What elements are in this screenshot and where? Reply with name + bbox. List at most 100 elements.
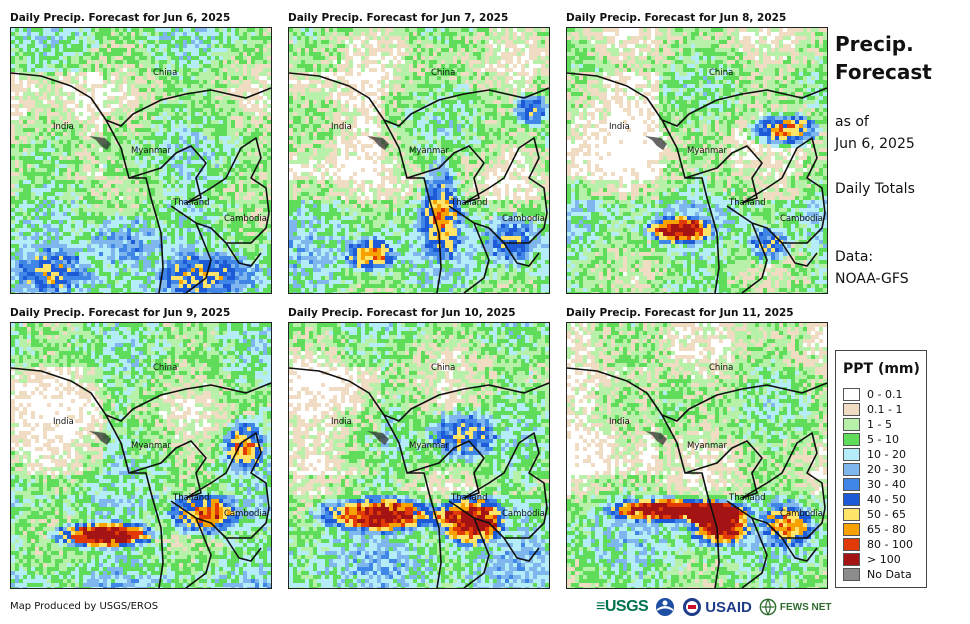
precip-raster bbox=[11, 28, 271, 293]
legend-item: 50 - 65 bbox=[843, 507, 906, 521]
forecast-panel-jun11: Daily Precip. Forecast for Jun 11, 2025 … bbox=[566, 307, 828, 595]
precip-map: China India Myanmar Thailand Cambodia bbox=[288, 27, 550, 294]
country-border bbox=[781, 242, 818, 267]
country-label: Cambodia bbox=[502, 214, 545, 224]
globe-icon bbox=[759, 598, 777, 616]
legend-swatch bbox=[843, 417, 860, 431]
country-border bbox=[781, 537, 818, 562]
country-label: Thailand bbox=[729, 198, 766, 208]
country-border bbox=[11, 72, 271, 127]
country-label: Cambodia bbox=[502, 509, 545, 519]
panel-title: Daily Precip. Forecast for Jun 11, 2025 bbox=[566, 307, 794, 319]
country-label: Cambodia bbox=[780, 214, 823, 224]
legend-item: 20 - 30 bbox=[843, 462, 906, 476]
country-label: India bbox=[331, 122, 352, 132]
country-border bbox=[105, 414, 164, 588]
delta-coastline bbox=[367, 136, 389, 150]
delta-coastline bbox=[645, 136, 667, 150]
country-label: Cambodia bbox=[224, 214, 267, 224]
panel-title: Daily Precip. Forecast for Jun 9, 2025 bbox=[10, 307, 231, 319]
precip-raster bbox=[289, 323, 549, 588]
legend-item: 65 - 80 bbox=[843, 522, 906, 536]
country-label: Myanmar bbox=[131, 146, 171, 156]
forecast-panel-jun10: Daily Precip. Forecast for Jun 10, 2025 … bbox=[288, 307, 550, 595]
precip-map: China India Myanmar Thailand Cambodia bbox=[10, 27, 272, 294]
country-label: Myanmar bbox=[409, 441, 449, 451]
legend-label: 10 - 20 bbox=[867, 447, 906, 461]
panel-title: Daily Precip. Forecast for Jun 8, 2025 bbox=[566, 12, 787, 24]
precip-raster bbox=[567, 28, 827, 293]
fewsnet-logo: FEWS NET bbox=[759, 598, 832, 616]
legend-swatch bbox=[843, 522, 860, 536]
legend-swatch bbox=[843, 537, 860, 551]
legend-swatch bbox=[843, 567, 860, 581]
asof-line1: as of bbox=[835, 114, 869, 130]
country-label: Thailand bbox=[729, 493, 766, 503]
legend-label: 65 - 80 bbox=[867, 522, 906, 536]
usgs-logo-text: ≡USGS bbox=[596, 598, 649, 615]
legend-label: 80 - 100 bbox=[867, 537, 913, 551]
source-line2: NOAA-GFS bbox=[835, 271, 909, 287]
country-border bbox=[289, 72, 549, 127]
noaa-logo bbox=[655, 597, 675, 617]
asof-line2: Jun 6, 2025 bbox=[835, 136, 915, 152]
country-border bbox=[185, 137, 270, 214]
country-border bbox=[185, 222, 212, 293]
legend-label: 20 - 30 bbox=[867, 462, 906, 476]
legend-swatch bbox=[843, 402, 860, 416]
legend-label: > 100 bbox=[867, 552, 901, 566]
country-border bbox=[105, 119, 164, 293]
period-text: Daily Totals bbox=[835, 181, 915, 197]
legend-item: 40 - 50 bbox=[843, 492, 906, 506]
country-border bbox=[503, 537, 540, 562]
forecast-panel-jun6: Daily Precip. Forecast for Jun 6, 2025 C… bbox=[10, 12, 272, 300]
country-border bbox=[383, 119, 442, 293]
country-border bbox=[567, 367, 827, 422]
legend-swatch bbox=[843, 477, 860, 491]
country-border bbox=[185, 432, 270, 509]
country-label: Myanmar bbox=[131, 441, 171, 451]
country-label: India bbox=[609, 417, 630, 427]
precip-map: China India Myanmar Thailand Cambodia bbox=[10, 322, 272, 589]
country-border bbox=[225, 537, 262, 562]
legend-swatch bbox=[843, 492, 860, 506]
legend-item: 0 - 0.1 bbox=[843, 387, 902, 401]
usgs-logo: ≡USGS bbox=[596, 598, 649, 616]
usaid-logo-text: USAID bbox=[705, 598, 752, 616]
precip-map: China India Myanmar Thailand Cambodia bbox=[566, 322, 828, 589]
country-label: Myanmar bbox=[687, 441, 727, 451]
country-border bbox=[741, 137, 826, 214]
usaid-logo: USAID bbox=[682, 597, 752, 617]
country-label: Thailand bbox=[451, 198, 488, 208]
asof-text: as of Jun 6, 2025 bbox=[835, 111, 915, 155]
legend-swatch bbox=[843, 432, 860, 446]
country-label: Thailand bbox=[173, 198, 210, 208]
panel-title: Daily Precip. Forecast for Jun 6, 2025 bbox=[10, 12, 231, 24]
country-label: Thailand bbox=[451, 493, 488, 503]
legend-item: 1 - 5 bbox=[843, 417, 892, 431]
legend-swatch bbox=[843, 447, 860, 461]
country-label: China bbox=[709, 363, 734, 373]
legend-swatch bbox=[843, 387, 860, 401]
source-line1: Data: bbox=[835, 249, 874, 265]
country-border bbox=[503, 242, 540, 267]
legend-item: 0.1 - 1 bbox=[843, 402, 902, 416]
forecast-panel-jun9: Daily Precip. Forecast for Jun 9, 2025 C… bbox=[10, 307, 272, 595]
country-label: India bbox=[609, 122, 630, 132]
delta-coastline bbox=[645, 431, 667, 445]
country-border bbox=[225, 242, 262, 267]
country-border bbox=[741, 432, 826, 509]
country-border bbox=[463, 432, 548, 509]
legend-label: No Data bbox=[867, 567, 912, 581]
legend-title: PPT (mm) bbox=[843, 361, 920, 377]
legend-label: 5 - 10 bbox=[867, 432, 899, 446]
delta-coastline bbox=[367, 431, 389, 445]
legend-swatch bbox=[843, 552, 860, 566]
side-title: Precip. Forecast bbox=[835, 30, 932, 86]
country-label: India bbox=[331, 417, 352, 427]
legend-label: 30 - 40 bbox=[867, 477, 906, 491]
side-title-line1: Precip. bbox=[835, 32, 914, 56]
delta-coastline bbox=[89, 431, 111, 445]
noaa-emblem-icon bbox=[656, 598, 675, 616]
country-border bbox=[383, 414, 442, 588]
